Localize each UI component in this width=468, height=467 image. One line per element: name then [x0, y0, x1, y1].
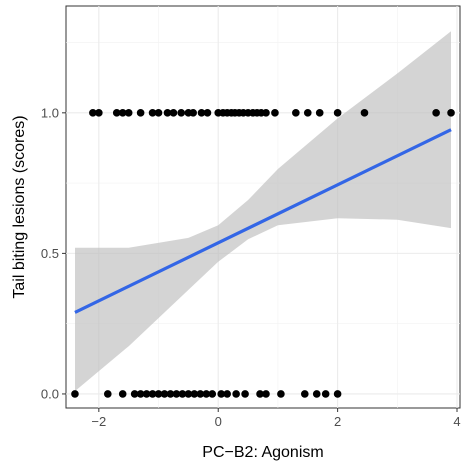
data-point: [271, 109, 279, 117]
data-point: [292, 109, 300, 117]
data-point: [277, 390, 285, 398]
data-point: [312, 390, 321, 398]
x-tick-label: 2: [334, 414, 341, 429]
data-point: [103, 390, 112, 398]
x-tick-label: −2: [91, 414, 106, 429]
data-point: [95, 109, 103, 117]
data-point: [169, 109, 178, 117]
data-point: [303, 109, 312, 117]
data-point: [177, 109, 186, 117]
data-point: [333, 109, 342, 117]
y-tick-label: 1.0: [41, 105, 59, 120]
data-point: [118, 390, 127, 398]
data-point: [321, 390, 330, 398]
x-tick-label: 4: [453, 414, 460, 429]
regression-line-layer: [74, 128, 452, 314]
data-point: [89, 109, 97, 117]
data-point: [189, 109, 197, 117]
y-axis-title: Tail biting lesions (scores): [11, 115, 28, 298]
data-point: [124, 109, 133, 117]
data-point: [208, 390, 217, 398]
data-point: [172, 390, 181, 398]
data-point: [223, 390, 231, 398]
data-point: [154, 109, 163, 117]
data-point: [178, 390, 187, 398]
data-point: [112, 109, 121, 117]
data-point: [163, 109, 172, 117]
data-point: [262, 109, 270, 117]
data-point: [142, 390, 151, 398]
confidence-band: [75, 31, 451, 392]
data-point: [256, 390, 264, 398]
data-point: [360, 109, 369, 117]
data-point: [166, 390, 175, 398]
data-point: [203, 109, 212, 117]
data-point: [241, 390, 249, 398]
data-point: [148, 109, 157, 117]
data-point: [300, 390, 309, 398]
data-point: [217, 390, 226, 398]
data-point: [190, 390, 199, 398]
regression-line: [74, 128, 452, 314]
data-point: [262, 390, 270, 398]
data-point: [71, 390, 79, 398]
data-point: [197, 109, 206, 117]
data-point: [315, 109, 324, 117]
data-point: [154, 390, 163, 398]
data-point: [160, 390, 169, 398]
data-point: [432, 109, 440, 117]
y-tick-label: 0.5: [41, 246, 59, 261]
data-point: [136, 109, 145, 117]
confidence-band-layer: [75, 31, 451, 392]
y-tick-label: 0.0: [41, 386, 59, 401]
data-point: [333, 390, 342, 398]
x-tick-label: 0: [215, 414, 222, 429]
data-point: [130, 390, 139, 398]
data-points-layer: [71, 109, 455, 398]
data-point: [232, 390, 240, 398]
data-point: [136, 390, 145, 398]
data-point: [148, 390, 157, 398]
x-axis-title: PC−B2: Agonism: [202, 444, 323, 461]
data-point: [196, 390, 205, 398]
data-point: [184, 390, 193, 398]
data-point: [118, 109, 127, 117]
data-point: [202, 390, 211, 398]
data-point: [447, 109, 455, 117]
axis-ticks: −2 0 2 4 0.0 0.5 1.0: [41, 105, 461, 429]
